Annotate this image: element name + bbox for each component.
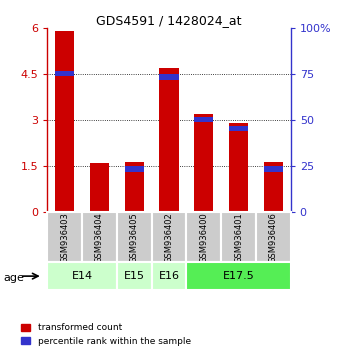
Bar: [256, 212, 291, 262]
Bar: [186, 212, 221, 262]
Text: GSM936400: GSM936400: [199, 212, 208, 263]
Text: E16: E16: [159, 271, 179, 281]
Text: E14: E14: [72, 271, 93, 281]
Bar: [90, 163, 109, 212]
Bar: [125, 166, 144, 172]
Bar: [55, 32, 74, 212]
Bar: [152, 212, 186, 262]
Bar: [117, 262, 152, 290]
Text: GSM936402: GSM936402: [165, 212, 173, 263]
Bar: [160, 74, 178, 80]
Bar: [194, 117, 213, 122]
Text: E17.5: E17.5: [223, 271, 255, 281]
Bar: [186, 262, 291, 290]
Bar: [264, 166, 283, 172]
Bar: [152, 262, 186, 290]
Legend: transformed count, percentile rank within the sample: transformed count, percentile rank withi…: [21, 324, 191, 346]
Text: GSM936404: GSM936404: [95, 212, 104, 263]
Bar: [221, 212, 256, 262]
Text: GSM936403: GSM936403: [60, 212, 69, 263]
Bar: [229, 126, 248, 131]
Bar: [229, 124, 248, 212]
Text: GSM936401: GSM936401: [234, 212, 243, 263]
Bar: [264, 162, 283, 212]
Title: GDS4591 / 1428024_at: GDS4591 / 1428024_at: [96, 14, 242, 27]
Text: age: age: [3, 273, 24, 283]
Text: E15: E15: [124, 271, 145, 281]
Bar: [194, 114, 213, 212]
Bar: [82, 212, 117, 262]
Bar: [47, 262, 117, 290]
Bar: [47, 212, 82, 262]
Bar: [160, 68, 178, 212]
Bar: [55, 71, 74, 76]
Text: GSM936405: GSM936405: [130, 212, 139, 263]
Bar: [117, 212, 152, 262]
Bar: [125, 162, 144, 212]
Text: GSM936406: GSM936406: [269, 212, 278, 263]
